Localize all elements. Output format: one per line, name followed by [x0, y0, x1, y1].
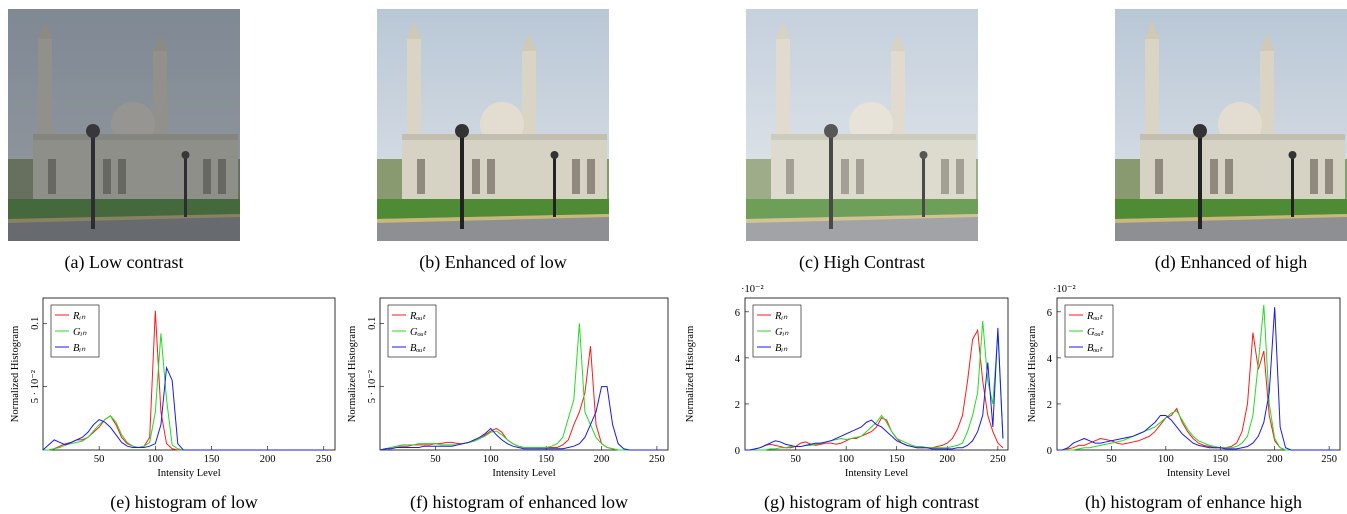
- legend-label: Bₒᵤₜ: [1087, 343, 1103, 354]
- y-tick-label: 6: [1047, 308, 1052, 319]
- x-tick-label: 200: [260, 454, 276, 465]
- x-tick-label: 100: [483, 454, 499, 465]
- x-tick-label: 150: [1212, 454, 1228, 465]
- legend-label: Gₒᵤₜ: [1087, 327, 1105, 338]
- axes-frame: [379, 297, 669, 451]
- x-axis-label: Intensity Level: [845, 468, 908, 479]
- x-tick-label: 150: [204, 454, 220, 465]
- contrast-overlay: [8, 9, 240, 241]
- series-line: [379, 346, 663, 451]
- axes-frame: [1056, 297, 1341, 451]
- x-tick-label: 200: [1267, 454, 1283, 465]
- legend-label: Gₒᵤₜ: [410, 327, 428, 338]
- legend-label: Gᵢₙ: [73, 327, 87, 338]
- x-tick-label: 250: [649, 454, 665, 465]
- y-tick-label: 0.1: [30, 317, 41, 330]
- y-tick-label: 0: [735, 446, 740, 457]
- image-caption: (c) High Contrast: [799, 252, 925, 273]
- x-tick-label: 50: [790, 454, 801, 465]
- legend-label: Bₒᵤₜ: [410, 343, 426, 354]
- contrast-overlay: [746, 9, 978, 241]
- y-tick-label: 4: [1047, 354, 1053, 365]
- chart-caption: (e) histogram of low: [110, 492, 257, 513]
- y-tick-label: 5 · 10⁻²: [367, 370, 378, 403]
- y-tick-label: 0.1: [367, 317, 378, 330]
- legend-label: Bᵢₙ: [73, 343, 86, 354]
- series-line: [1057, 304, 1335, 451]
- y-multiplier: ·10⁻²: [1053, 284, 1076, 295]
- photo: [377, 9, 609, 241]
- y-tick-label: 2: [1047, 400, 1052, 411]
- x-tick-label: 150: [889, 454, 905, 465]
- legend-label: Gᵢₙ: [775, 327, 789, 338]
- y-multiplier: ·10⁻²: [741, 284, 764, 295]
- image-caption: (d) Enhanced of high: [1155, 252, 1307, 273]
- x-tick-label: 100: [147, 454, 163, 465]
- x-axis-label: Intensity Level: [492, 468, 555, 479]
- series-line: [379, 386, 663, 451]
- y-axis-label: Normalized Histogram: [10, 326, 21, 423]
- legend-label: Bᵢₙ: [775, 343, 788, 354]
- series-line: [42, 365, 330, 451]
- x-tick-label: 50: [94, 454, 105, 465]
- image-caption: (b) Enhanced of low: [419, 252, 566, 273]
- chart-caption: (f) histogram of enhanced low: [410, 492, 628, 513]
- chart-caption: (h) histogram of enhance high: [1085, 492, 1302, 513]
- x-tick-label: 250: [316, 454, 332, 465]
- series-line: [745, 320, 1004, 451]
- axes-frame: [744, 297, 1009, 451]
- x-tick-label: 100: [838, 454, 854, 465]
- series-line: [745, 327, 1004, 451]
- x-axis-label: Intensity Level: [157, 468, 220, 479]
- legend-label: Rᵢₙ: [72, 311, 86, 322]
- photo: [1115, 9, 1347, 241]
- image-caption: (a) Low contrast: [65, 252, 184, 273]
- legend-label: Rₒᵤₜ: [1086, 311, 1103, 322]
- x-tick-label: 200: [939, 454, 955, 465]
- x-tick-label: 250: [990, 454, 1006, 465]
- legend-box: [50, 304, 100, 358]
- x-tick-label: 50: [1106, 454, 1117, 465]
- y-tick-label: 5 · 10⁻²: [30, 370, 41, 403]
- legend-label: Rᵢₙ: [774, 311, 788, 322]
- y-axis-label: Normalized Histogram: [347, 326, 358, 423]
- x-tick-label: 50: [430, 454, 441, 465]
- series-line: [745, 328, 1004, 451]
- series-line: [1057, 307, 1335, 451]
- legend-label: Rₒᵤₜ: [409, 311, 426, 322]
- y-tick-label: 6: [735, 308, 740, 319]
- x-axis-label: Intensity Level: [1167, 468, 1230, 479]
- x-tick-label: 250: [1321, 454, 1337, 465]
- y-tick-label: 0: [1047, 446, 1052, 457]
- y-tick-label: 4: [735, 354, 741, 365]
- x-tick-label: 150: [538, 454, 554, 465]
- x-tick-label: 200: [594, 454, 610, 465]
- y-axis-label: Normalized Histogram: [1027, 326, 1038, 423]
- chart-caption: (g) histogram of high contrast: [764, 492, 979, 513]
- y-tick-label: 2: [735, 400, 740, 411]
- y-axis-label: Normalized Histogram: [685, 326, 696, 423]
- x-tick-label: 100: [1158, 454, 1174, 465]
- series-line: [379, 323, 663, 451]
